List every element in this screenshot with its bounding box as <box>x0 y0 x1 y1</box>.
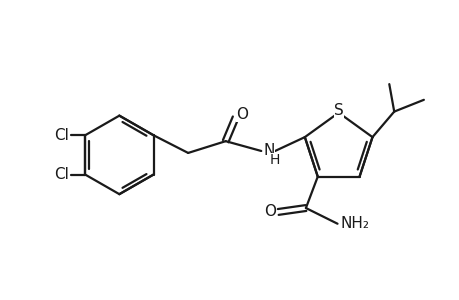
Text: NH₂: NH₂ <box>340 216 369 231</box>
Text: O: O <box>264 205 276 220</box>
Text: Cl: Cl <box>54 128 69 143</box>
Text: O: O <box>236 107 248 122</box>
Text: N: N <box>263 143 274 158</box>
Text: H: H <box>269 153 280 167</box>
Text: Cl: Cl <box>54 167 69 182</box>
Text: S: S <box>333 103 343 118</box>
